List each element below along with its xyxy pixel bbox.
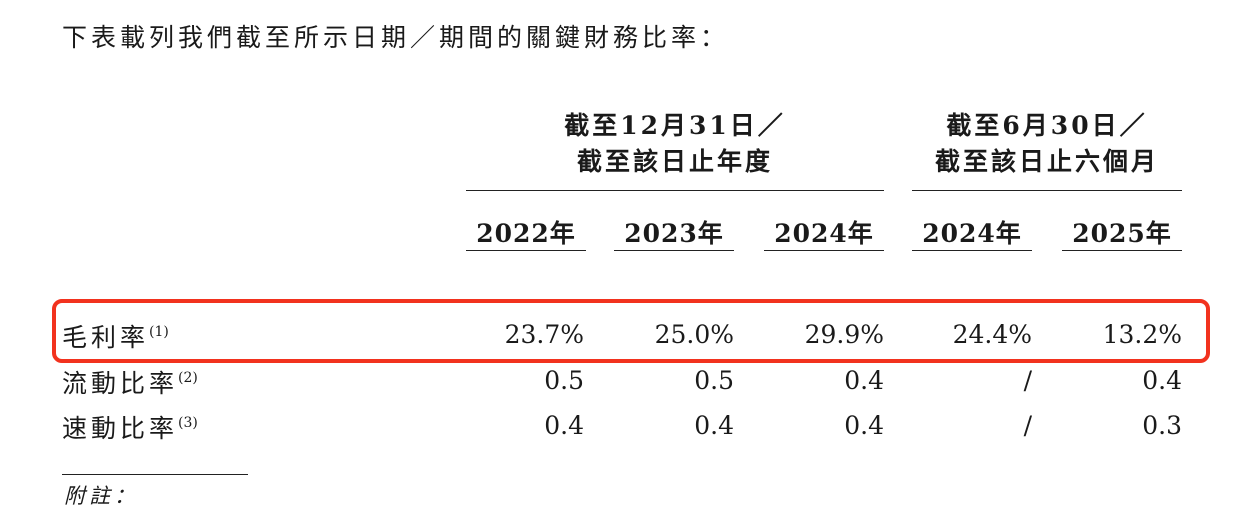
table-cell: / [1023, 366, 1032, 395]
footnote-heading: 附註： [64, 484, 139, 508]
year-rule-2023 [614, 250, 734, 251]
header-group-interim-rule [912, 190, 1182, 191]
header-group-annual-rule [466, 190, 884, 191]
year-rule-2025-interim [1062, 250, 1182, 251]
header-group-annual: 截至12月31日／ 截至該日止年度 [466, 108, 884, 181]
header-group-interim-line2: 截至該日止六個月 [934, 147, 1159, 177]
footnote-rule [62, 474, 248, 475]
table-cell: 0.4 [844, 366, 884, 395]
header-group-annual-line1: 截至12月31日／ [564, 111, 786, 140]
row-label-gross-margin: 毛利率(1) [62, 318, 169, 354]
table-cell: 0.4 [544, 411, 584, 440]
table-cell: 0.4 [844, 411, 884, 440]
header-group-interim-line1: 截至6月30日／ [946, 111, 1148, 140]
table-cell: 13.2% [1102, 320, 1182, 349]
row-label-quick-ratio-text: 速動比率 [62, 414, 179, 443]
table-cell: 0.4 [694, 411, 734, 440]
table-cell: 0.5 [694, 366, 734, 395]
table-cell: 0.3 [1142, 411, 1182, 440]
header-group-interim: 截至6月30日／ 截至該日止六個月 [912, 108, 1182, 181]
row-note-current-ratio: (2) [178, 370, 198, 386]
year-header-2024-interim: 2024年 [922, 219, 1022, 248]
table-cell: 25.0% [654, 320, 734, 349]
table-cell: / [1023, 411, 1032, 440]
header-group-annual-line2: 截至該日止年度 [576, 147, 773, 177]
row-note-quick-ratio: (3) [178, 415, 198, 431]
year-header-2024: 2024年 [774, 219, 874, 248]
year-rule-2024 [764, 250, 884, 251]
row-label-current-ratio-text: 流動比率 [62, 369, 179, 398]
row-note-gross-margin: (1) [149, 324, 169, 340]
table-cell: 24.4% [952, 320, 1032, 349]
intro-text: 下表載列我們截至所示日期／期間的關鍵財務比率： [62, 23, 730, 52]
table-cell: 23.7% [504, 320, 584, 349]
table-cell: 29.9% [804, 320, 884, 349]
year-header-2025-interim: 2025年 [1072, 219, 1172, 248]
year-header-2022: 2022年 [476, 219, 576, 248]
year-rule-2022 [466, 250, 586, 251]
row-label-gross-margin-text: 毛利率 [62, 323, 150, 352]
year-rule-2024-interim [912, 250, 1032, 251]
table-cell: 0.4 [1142, 366, 1182, 395]
year-header-2023: 2023年 [624, 219, 724, 248]
highlight-box [52, 299, 1210, 363]
table-cell: 0.5 [544, 366, 584, 395]
row-label-quick-ratio: 速動比率(3) [62, 409, 198, 445]
row-label-current-ratio: 流動比率(2) [62, 364, 198, 400]
